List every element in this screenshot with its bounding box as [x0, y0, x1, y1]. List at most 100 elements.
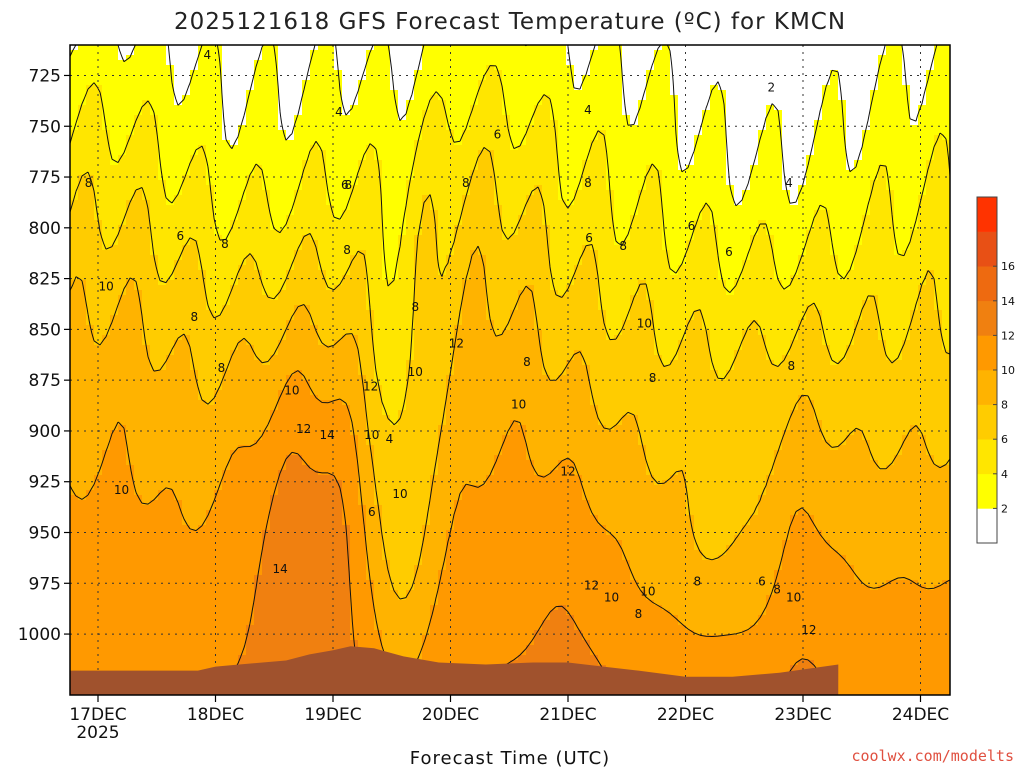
- temperature-cell: [374, 110, 383, 116]
- temperature-cell: [254, 515, 263, 521]
- temperature-cell: [238, 170, 247, 176]
- temperature-cell: [174, 495, 183, 501]
- temperature-cell: [182, 385, 191, 391]
- temperature-cell: [358, 590, 367, 596]
- temperature-cell: [206, 435, 215, 441]
- temperature-cell: [126, 570, 135, 576]
- temperature-cell: [198, 425, 207, 431]
- temperature-cell: [278, 455, 287, 461]
- temperature-cell: [294, 300, 303, 306]
- temperature-cell: [198, 535, 207, 541]
- temperature-cell: [350, 270, 359, 276]
- temperature-cell: [150, 640, 159, 646]
- temperature-cell: [270, 130, 279, 136]
- temperature-cell: [86, 435, 95, 441]
- temperature-cell: [294, 565, 303, 571]
- temperature-cell: [126, 605, 135, 611]
- temperature-cell: [230, 535, 239, 541]
- temperature-cell: [350, 50, 359, 56]
- temperature-cell: [334, 430, 343, 436]
- temperature-cell: [350, 130, 359, 136]
- temperature-cell: [222, 185, 231, 191]
- temperature-cell: [310, 470, 319, 476]
- temperature-cell: [166, 615, 175, 621]
- temperature-cell: [190, 480, 199, 486]
- temperature-cell: [214, 105, 223, 111]
- temperature-cell: [246, 195, 255, 201]
- temperature-cell: [102, 635, 111, 641]
- temperature-cell: [270, 255, 279, 261]
- temperature-cell: [358, 615, 367, 621]
- temperature-cell: [278, 655, 287, 661]
- temperature-cell: [222, 445, 231, 451]
- temperature-cell: [190, 210, 199, 216]
- temperature-cell: [118, 445, 127, 451]
- temperature-cell: [126, 340, 135, 346]
- temperature-cell: [246, 355, 255, 361]
- temperature-cell: [246, 605, 255, 611]
- temperature-cell: [214, 115, 223, 121]
- temperature-cell: [166, 355, 175, 361]
- temperature-cell: [358, 235, 367, 241]
- temperature-cell: [326, 95, 335, 101]
- temperature-cell: [126, 80, 135, 86]
- temperature-cell: [110, 190, 119, 196]
- temperature-cell: [126, 185, 135, 191]
- temperature-cell: [238, 285, 247, 291]
- temperature-cell: [166, 280, 175, 286]
- temperature-cell: [366, 215, 375, 221]
- temperature-cell: [158, 355, 167, 361]
- temperature-cell: [102, 500, 111, 506]
- temperature-cell: [126, 405, 135, 411]
- temperature-cell: [166, 270, 175, 276]
- temperature-cell: [190, 90, 199, 96]
- temperature-cell: [150, 650, 159, 656]
- temperature-cell: [238, 440, 247, 446]
- temperature-cell: [134, 505, 143, 511]
- temperature-cell: [94, 105, 103, 111]
- temperature-cell: [326, 610, 335, 616]
- temperature-cell: [190, 600, 199, 606]
- temperature-cell: [174, 610, 183, 616]
- temperature-cell: [254, 190, 263, 196]
- temperature-cell: [110, 485, 119, 491]
- temperature-cell: [102, 600, 111, 606]
- temperature-cell: [206, 420, 215, 426]
- temperature-cell: [334, 115, 343, 121]
- temperature-cell: [358, 360, 367, 366]
- temperature-cell: [206, 500, 215, 506]
- temperature-cell: [334, 340, 343, 346]
- temperature-cell: [118, 480, 127, 486]
- temperature-cell: [302, 465, 311, 471]
- temperature-cell: [246, 540, 255, 546]
- temperature-cell: [206, 45, 215, 51]
- temperature-cell: [310, 340, 319, 346]
- temperature-cell: [238, 75, 247, 81]
- temperature-cell: [158, 350, 167, 356]
- temperature-cell: [142, 520, 151, 526]
- temperature-cell: [374, 180, 383, 186]
- temperature-cell: [254, 460, 263, 466]
- temperature-cell: [230, 405, 239, 411]
- temperature-cell: [198, 245, 207, 251]
- temperature-cell: [158, 220, 167, 226]
- temperature-cell: [350, 480, 359, 486]
- temperature-cell: [70, 155, 79, 161]
- temperature-cell: [70, 475, 79, 481]
- temperature-cell: [246, 280, 255, 286]
- temperature-cell: [254, 340, 263, 346]
- temperature-cell: [150, 380, 159, 386]
- temperature-cell: [286, 90, 295, 96]
- temperature-cell: [350, 240, 359, 246]
- temperature-cell: [222, 295, 231, 301]
- temperature-cell: [110, 155, 119, 161]
- temperature-cell: [262, 360, 271, 366]
- temperature-cell: [174, 530, 183, 536]
- temperature-cell: [294, 445, 303, 451]
- temperature-cell: [342, 265, 351, 271]
- temperature-cell: [126, 365, 135, 371]
- temperature-cell: [254, 615, 263, 621]
- temperature-cell: [70, 575, 79, 581]
- temperature-cell: [246, 95, 255, 101]
- temperature-cell: [182, 145, 191, 151]
